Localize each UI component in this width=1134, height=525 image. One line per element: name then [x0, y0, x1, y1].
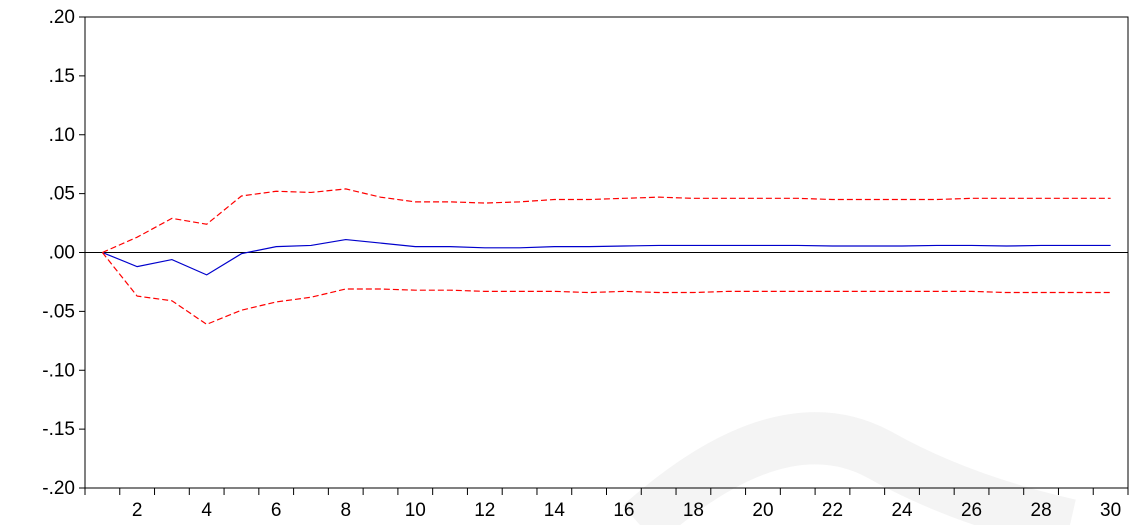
x-tick-label: 4: [201, 500, 212, 521]
response-line: [102, 238, 1111, 276]
x-tick-label: 14: [544, 500, 566, 521]
x-tick-label: 10: [405, 500, 426, 521]
y-axis: -.20 -.15 -.10 -.05 .00 .05 .10 .15 .20: [42, 7, 85, 499]
y-tick-label: -.20: [42, 478, 75, 499]
y-tick-label: -.10: [42, 360, 75, 381]
x-tick-label: 18: [683, 500, 704, 521]
x-tick-label: 30: [1100, 500, 1121, 521]
watermark-curve: [622, 412, 1076, 525]
x-tick-label: 24: [891, 500, 913, 521]
y-tick-label: .00: [49, 243, 75, 264]
x-tick-label: 28: [1031, 500, 1052, 521]
y-tick-label: -.05: [42, 301, 75, 322]
y-tick-label: -.15: [42, 419, 75, 440]
y-tick-label: .20: [49, 7, 75, 28]
x-axis: 2 4 6 8 10 12 14 16 18 20 22 24 26 28 30: [84, 488, 1129, 521]
confidence-band-line: [102, 188, 1111, 254]
x-tick-label: 8: [340, 500, 351, 521]
y-tick-label: .15: [49, 66, 75, 87]
x-tick-label: 20: [752, 500, 773, 521]
x-tick-label: 22: [822, 500, 843, 521]
series-layer: [101, 188, 1111, 326]
plot-frame: [84, 16, 1129, 489]
x-tick-label: 26: [961, 500, 982, 521]
x-tick-label: 2: [132, 500, 143, 521]
x-tick-label: 16: [613, 500, 634, 521]
x-tick-label: 6: [271, 500, 282, 521]
x-tick-label: 12: [474, 500, 495, 521]
y-tick-label: .10: [49, 125, 75, 146]
confidence-band-line: [101, 252, 1111, 326]
y-tick-label: .05: [49, 184, 75, 205]
